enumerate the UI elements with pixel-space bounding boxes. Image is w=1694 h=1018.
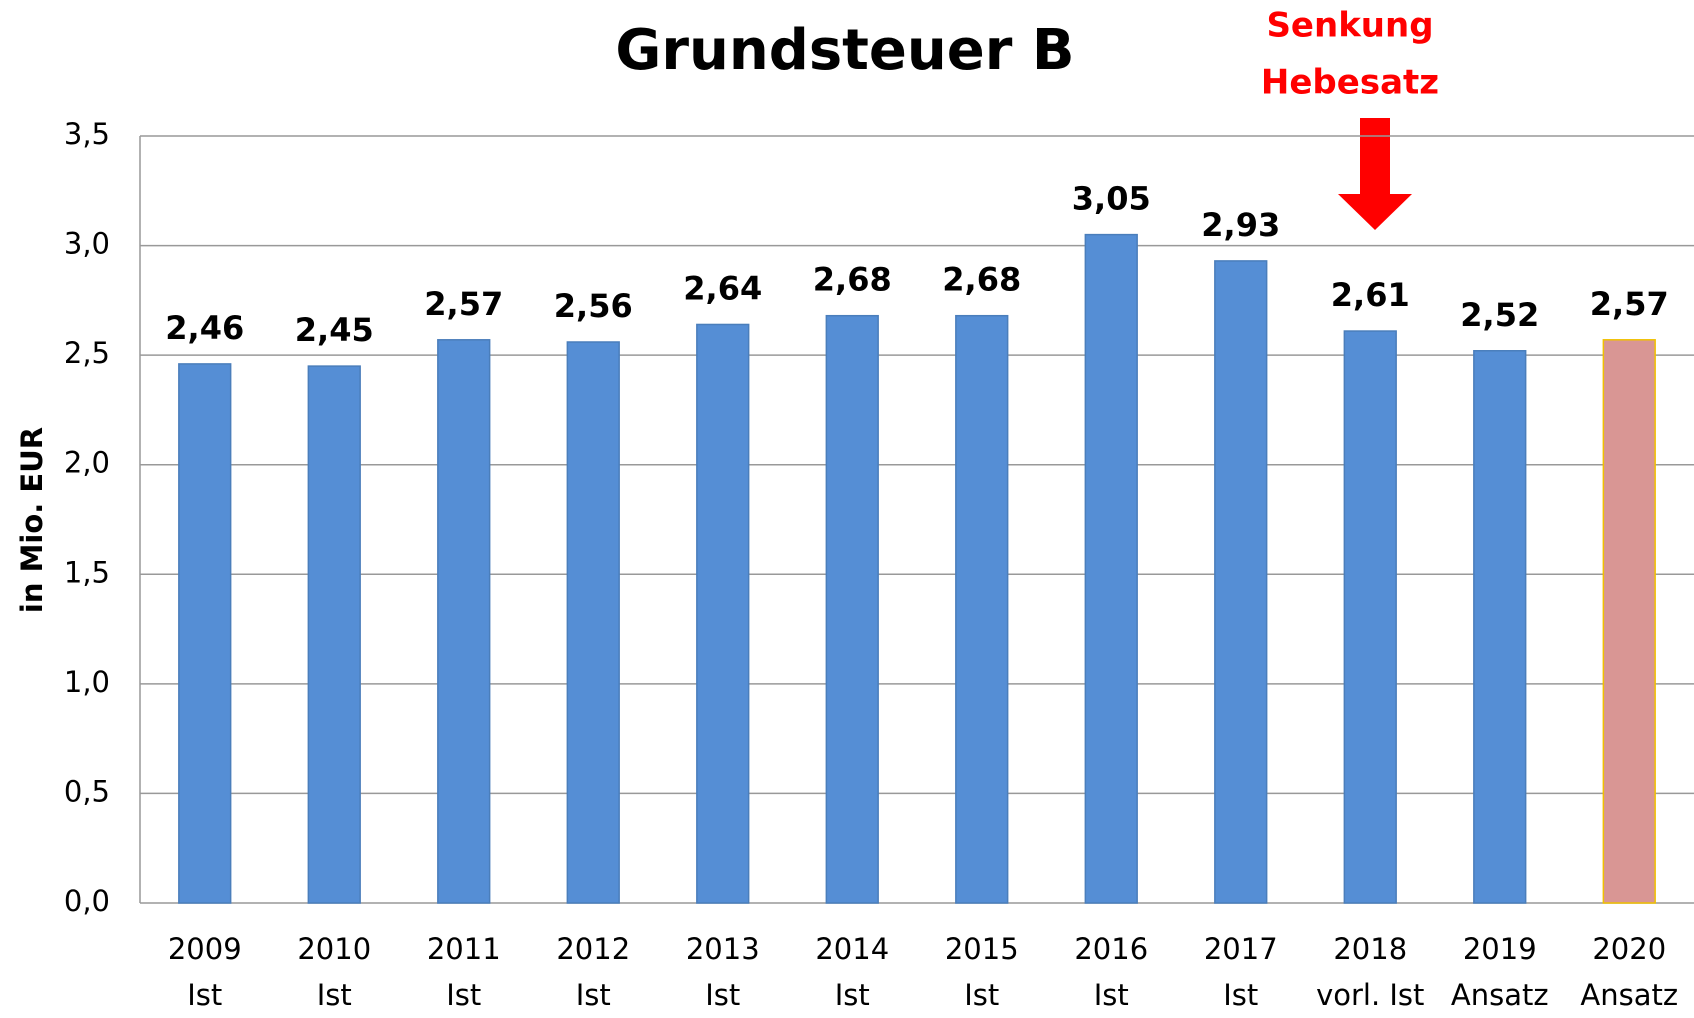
bar — [1084, 233, 1138, 904]
x-tick-label: Ist — [1094, 978, 1129, 1012]
x-tick-label: Ist — [705, 978, 740, 1012]
bar — [307, 365, 361, 904]
y-axis-label: in Mio. EUR — [15, 427, 49, 613]
y-tick-label: 1,0 — [64, 665, 110, 699]
x-tick-label: Ansatz — [1580, 978, 1678, 1012]
x-tick-label: 2009 — [168, 932, 242, 966]
x-tick-label: 2013 — [686, 932, 760, 966]
bar — [437, 339, 491, 904]
bar — [955, 314, 1009, 904]
y-tick-label: 0,0 — [64, 884, 110, 918]
bar — [1343, 330, 1397, 904]
data-label: 2,68 — [813, 261, 892, 299]
chart-title: Grundsteuer B — [615, 18, 1074, 83]
x-tick-label: 2014 — [815, 932, 889, 966]
x-tick-label: Ist — [576, 978, 611, 1012]
data-label: 2,61 — [1331, 276, 1410, 314]
x-tick-label: 2011 — [427, 932, 501, 966]
x-tick-label: 2012 — [556, 932, 630, 966]
bar — [1214, 260, 1268, 904]
data-label: 2,57 — [1590, 285, 1669, 323]
bar — [178, 363, 232, 904]
bar — [696, 323, 750, 904]
bar — [825, 314, 879, 904]
y-tick-label: 1,5 — [64, 555, 110, 589]
x-tick-label: 2016 — [1074, 932, 1148, 966]
y-tick-label: 0,5 — [64, 774, 110, 808]
annotation: Hebesatz — [1261, 63, 1439, 103]
x-tick-label: Ist — [187, 978, 222, 1012]
x-tick-label: Ist — [835, 978, 870, 1012]
y-tick-label: 3,5 — [64, 117, 110, 151]
data-label: 2,46 — [165, 309, 244, 347]
data-label: 2,64 — [683, 269, 762, 307]
x-tick-label: vorl. Ist — [1316, 978, 1424, 1012]
x-tick-label: 2018 — [1333, 932, 1407, 966]
data-label: 2,56 — [554, 287, 633, 325]
x-tick-label: Ansatz — [1451, 978, 1549, 1012]
y-tick-label: 2,0 — [64, 446, 110, 480]
x-tick-label: 2010 — [297, 932, 371, 966]
x-tick-label: 2020 — [1592, 932, 1666, 966]
x-tick-label: Ist — [1223, 978, 1258, 1012]
data-label: 2,52 — [1460, 296, 1539, 334]
x-tick-label: Ist — [446, 978, 481, 1012]
x-tick-label: 2015 — [945, 932, 1019, 966]
x-tick-label: 2017 — [1204, 932, 1278, 966]
x-tick-label: Ist — [317, 978, 352, 1012]
data-label: 2,93 — [1201, 206, 1280, 244]
data-label: 2,68 — [942, 261, 1021, 299]
data-label: 3,05 — [1072, 180, 1151, 218]
bar — [1473, 350, 1527, 904]
x-tick-label: Ist — [964, 978, 999, 1012]
bar — [1602, 339, 1656, 904]
y-tick-label: 3,0 — [64, 227, 110, 261]
bar — [566, 341, 620, 904]
y-tick-label: 2,5 — [64, 336, 110, 370]
annotation-arrow — [1338, 118, 1412, 230]
x-tick-label: 2019 — [1463, 932, 1537, 966]
annotation: Senkung — [1266, 6, 1433, 46]
data-label: 2,57 — [424, 285, 503, 323]
data-label: 2,45 — [295, 311, 374, 349]
